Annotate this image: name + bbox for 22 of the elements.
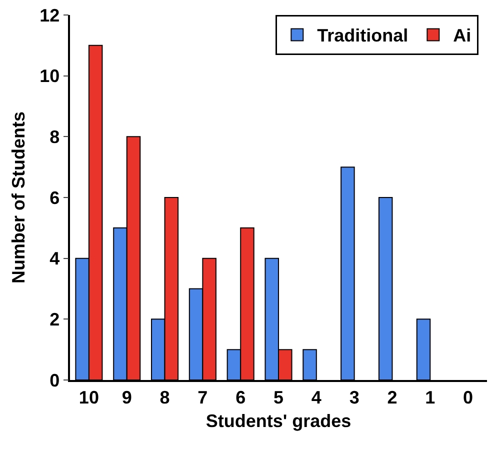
legend-label: Ai	[453, 26, 472, 46]
x-tick-label: 6	[236, 387, 246, 408]
y-tick-label: 6	[50, 188, 60, 208]
y-tick-label: 12	[40, 5, 60, 26]
y-tick-label: 8	[50, 126, 60, 147]
y-tick-label: 2	[50, 309, 60, 330]
x-tick-label: 7	[198, 387, 208, 408]
y-tick-label: 4	[50, 248, 60, 269]
x-tick-label: 0	[463, 387, 474, 408]
x-tick-label: 4	[311, 387, 322, 408]
legend-label: Traditional	[317, 26, 408, 46]
y-axis-title: Number of Students	[8, 111, 28, 284]
x-tick-label: 10	[78, 387, 99, 408]
y-tick-label: 10	[40, 66, 60, 86]
x-tick-label: 3	[349, 387, 360, 408]
x-axis-title: Students' grades	[206, 410, 352, 431]
y-tick-label: 0	[50, 370, 60, 390]
x-tick-label: 2	[387, 387, 398, 408]
x-tick-label: 5	[273, 387, 284, 408]
x-tick-label: 8	[160, 387, 170, 408]
x-tick-label: 9	[122, 387, 132, 408]
x-tick-label: 1	[425, 387, 436, 408]
